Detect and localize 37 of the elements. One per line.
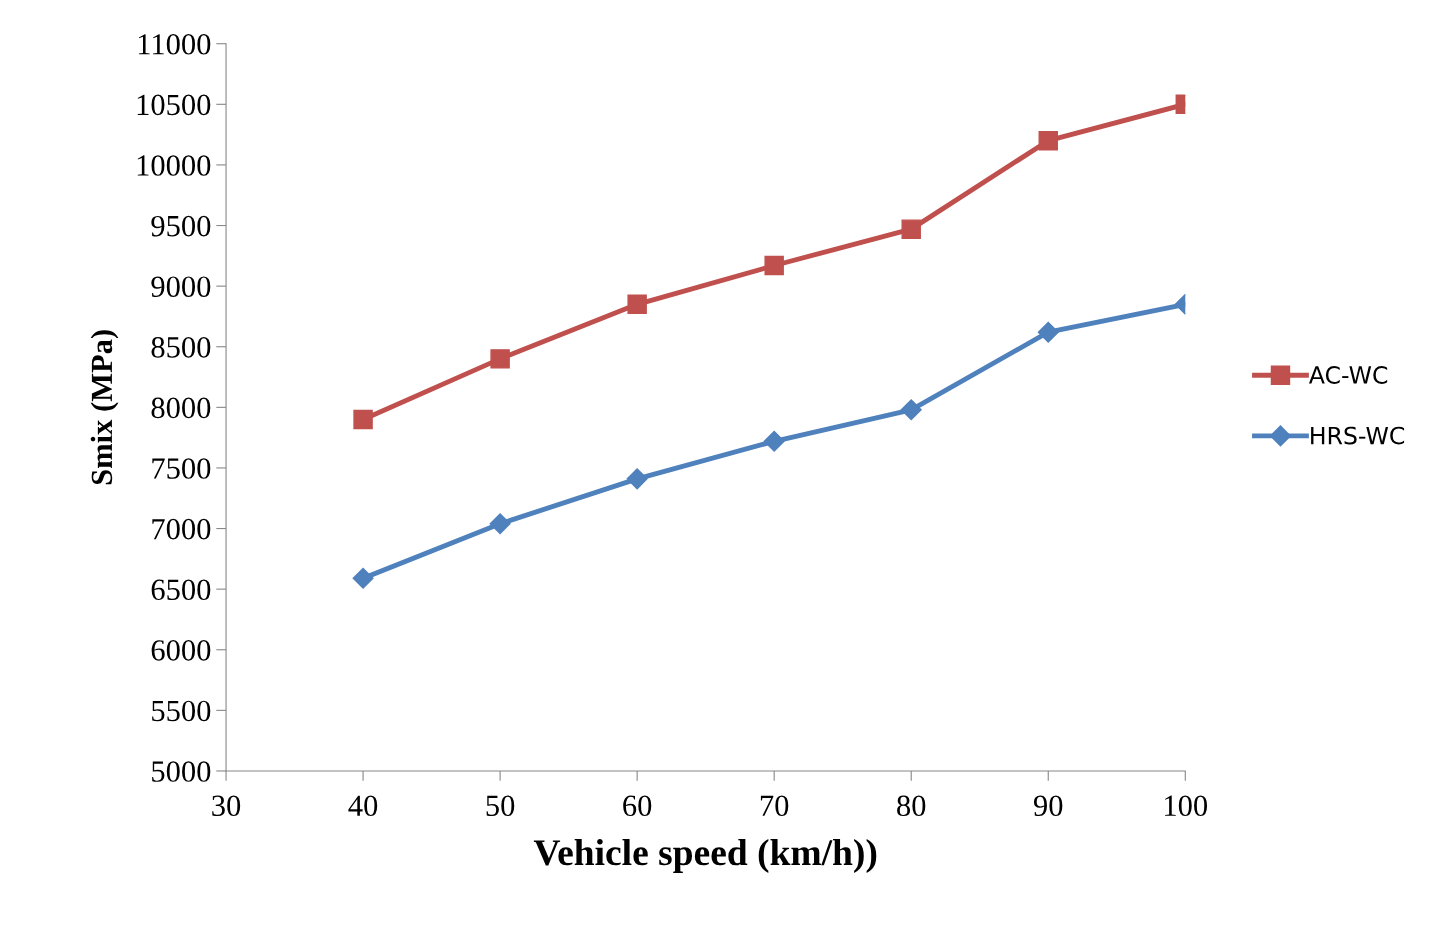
x-axis-title: Vehicle speed (km/h)) bbox=[533, 838, 877, 873]
x-tick-label: 30 bbox=[212, 795, 241, 817]
point bbox=[1038, 130, 1058, 151]
y-axis-title: Smix (MPa) bbox=[90, 330, 119, 485]
y-tick-label: 7000 bbox=[152, 518, 211, 540]
y-tick-label: 6000 bbox=[151, 640, 211, 661]
y-tick-label: 6500 bbox=[151, 579, 211, 601]
legend-label: AC-WC bbox=[1308, 366, 1388, 384]
x-tick-label: 90 bbox=[1033, 795, 1063, 817]
y-tick-label: 9500 bbox=[151, 215, 211, 237]
y-tick-label: 11000 bbox=[138, 33, 211, 55]
x-tick-label: 100 bbox=[1165, 795, 1208, 817]
y-tick-label: 10500 bbox=[137, 94, 211, 116]
y-tick-label: 5000 bbox=[152, 761, 211, 782]
x-tick-label: 70 bbox=[760, 795, 789, 817]
legend-label: HRS-WC bbox=[1311, 426, 1405, 445]
y-tick-label: 7500 bbox=[152, 458, 211, 479]
point bbox=[763, 430, 785, 452]
point bbox=[353, 409, 373, 430]
point bbox=[626, 468, 648, 490]
x-tick-label: 40 bbox=[348, 795, 378, 817]
point bbox=[489, 513, 511, 535]
y-tick-label: 9000 bbox=[151, 276, 211, 298]
x-tick-label: 50 bbox=[486, 795, 515, 817]
point bbox=[352, 567, 374, 589]
point bbox=[627, 294, 647, 315]
point bbox=[1037, 321, 1059, 343]
point bbox=[900, 399, 922, 421]
point bbox=[490, 349, 510, 369]
point bbox=[901, 219, 921, 239]
point bbox=[764, 255, 784, 276]
y-tick-label: 10000 bbox=[137, 155, 211, 176]
y-tick-label: 8000 bbox=[151, 397, 211, 419]
y-tick-label: 5500 bbox=[152, 700, 211, 722]
y-tick-label: 8500 bbox=[151, 337, 211, 358]
x-tick-label: 60 bbox=[623, 795, 652, 817]
x-tick-label: 80 bbox=[897, 795, 926, 817]
